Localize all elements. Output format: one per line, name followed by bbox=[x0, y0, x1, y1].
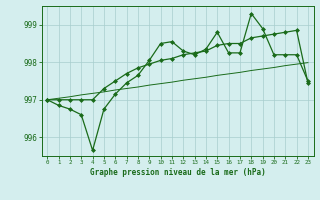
X-axis label: Graphe pression niveau de la mer (hPa): Graphe pression niveau de la mer (hPa) bbox=[90, 168, 266, 177]
